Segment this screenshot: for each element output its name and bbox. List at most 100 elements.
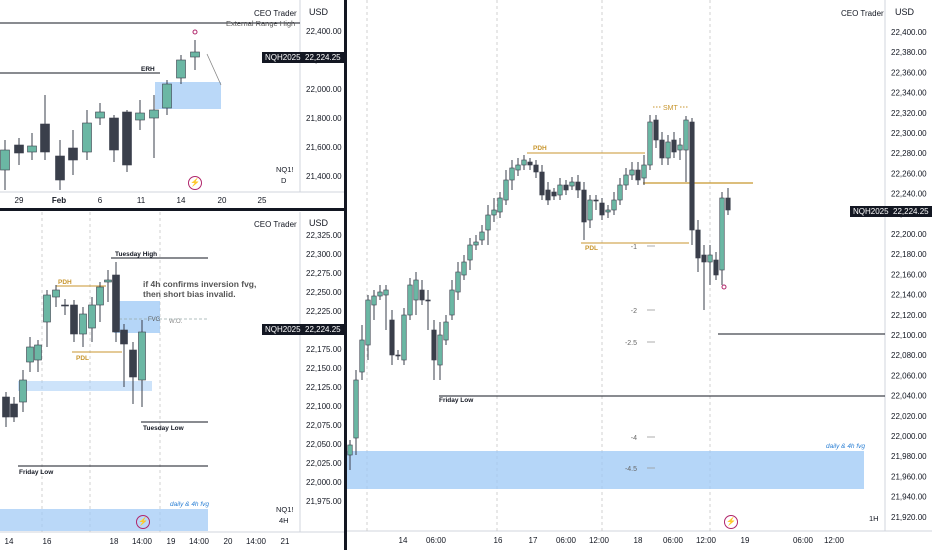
candle-body xyxy=(701,254,707,263)
y-tick-label: 22,040.00 xyxy=(891,392,927,401)
projection-line xyxy=(206,53,222,86)
candle-body xyxy=(653,119,659,141)
current-price-tag: 22,224.25 xyxy=(302,52,344,63)
daily-chart-panel[interactable]: 22,400.0022,200.0022,000.0021,800.0021,6… xyxy=(0,0,344,208)
wo-label: W.O. xyxy=(169,319,183,325)
candle-body xyxy=(497,197,503,213)
candle-body xyxy=(10,403,18,418)
y-tick-label: 22,320.00 xyxy=(891,109,927,118)
horizontal-divider[interactable] xyxy=(0,208,344,211)
candle-body xyxy=(695,229,701,259)
candle-body xyxy=(359,339,365,373)
current-price: 22,224.25 xyxy=(893,207,929,216)
candle-body xyxy=(43,294,51,323)
current-price: 22,224.25 xyxy=(305,325,341,334)
candle-body xyxy=(515,164,521,171)
y-tick-label: 22,140.00 xyxy=(891,291,927,300)
candle-body xyxy=(112,274,120,333)
y-tick-label: 22,340.00 xyxy=(891,89,927,98)
timeframe-label: D xyxy=(281,176,287,185)
candle-body xyxy=(593,199,599,202)
candle-body xyxy=(485,214,491,231)
bias-note: if 4h confirms inversion fvg, then short… xyxy=(143,279,257,299)
x-tick-label: 19 xyxy=(741,536,750,545)
fvg-zone xyxy=(114,301,160,333)
x-tick-label: 18 xyxy=(110,537,119,546)
candle-body xyxy=(611,199,617,211)
4h-chart-canvas[interactable]: 22,325.00 22,300.00 22,275.00 22,250.00 22,2… xyxy=(0,212,344,550)
y-tick-label: 22,125.00 xyxy=(306,383,342,392)
pdl-label: PDL xyxy=(76,355,89,362)
candle-body xyxy=(659,139,665,159)
brand-label: CEO Trader xyxy=(254,9,297,18)
candle-body xyxy=(425,299,431,302)
fvg-zone-low xyxy=(18,381,152,391)
daily-4h-fvg-label: daily & 4h fvg xyxy=(170,501,209,508)
candle-body xyxy=(27,145,37,153)
candle-body xyxy=(419,289,425,301)
candle-body xyxy=(19,379,27,403)
marker-icon xyxy=(721,284,727,290)
x-tick-label: 20 xyxy=(218,196,227,205)
y-tick-label: 22,050.00 xyxy=(306,440,342,449)
pdh-label: PDH xyxy=(533,145,547,152)
candle-body xyxy=(55,155,65,181)
candle-body xyxy=(509,167,515,181)
candle-body xyxy=(563,184,569,191)
candle-body xyxy=(635,169,641,181)
candle-body xyxy=(503,179,509,201)
candle-body xyxy=(623,174,629,186)
tuesday-high-label: Tuesday High xyxy=(115,251,157,258)
vertical-divider[interactable] xyxy=(344,0,347,550)
candle-body xyxy=(671,139,677,153)
candle-body xyxy=(713,259,719,276)
y-tick-label: 22,025.00 xyxy=(306,459,342,468)
std-level-label: -4 xyxy=(631,435,637,442)
lightning-logo-icon: ⚡ xyxy=(724,515,738,529)
candle-body xyxy=(52,289,60,298)
external-range-high-label: External Range High xyxy=(226,19,295,28)
1h-chart-canvas[interactable]: 22,400.00 22,380.00 22,360.00 22,340.00 22,3… xyxy=(347,0,932,550)
1h-chart-panel[interactable]: 22,400.00 22,380.00 22,360.00 22,340.00 22,3… xyxy=(347,0,932,550)
candle-body xyxy=(677,144,683,151)
y-tick-label: 21,975.00 xyxy=(306,497,342,506)
symbol-label: NQ1! xyxy=(276,165,294,174)
y-tick-label: 22,020.00 xyxy=(891,412,927,421)
candle-body xyxy=(437,334,443,366)
candle-body xyxy=(473,241,479,246)
symbol-tag: NQH2025 xyxy=(265,325,301,334)
daily-4h-fvg-label: daily & 4h fvg xyxy=(826,443,865,450)
y-tick-label: 21,400.00 xyxy=(306,172,342,181)
std-level-label: -2.5 xyxy=(625,340,637,347)
daily-4h-fvg-zone xyxy=(0,509,208,531)
y-tick-label: 22,400.00 xyxy=(306,27,342,36)
std-level-label: -2 xyxy=(631,308,637,315)
candle-body xyxy=(377,291,383,297)
y-tick-label: 22,280.00 xyxy=(891,149,927,158)
x-tick-label: 17 xyxy=(529,536,538,545)
x-tick-label: 20 xyxy=(224,537,233,546)
y-tick-label: 22,150.00 xyxy=(306,364,342,373)
y-tick-label: 21,920.00 xyxy=(891,513,927,522)
candle-body xyxy=(389,319,395,356)
y-tick-label: 22,180.00 xyxy=(891,250,927,259)
x-tick-label: 06:00 xyxy=(793,536,814,545)
y-tick-label: 21,600.00 xyxy=(306,143,342,152)
x-tick-label: 16 xyxy=(43,537,52,546)
x-tick-label: 12:00 xyxy=(824,536,845,545)
symbol-tag: NQH2025 xyxy=(853,207,889,216)
candle-body xyxy=(527,161,533,166)
candle-body xyxy=(617,184,623,201)
y-tick-label: 22,000.00 xyxy=(891,432,927,441)
4h-chart-panel[interactable]: 22,325.00 22,300.00 22,275.00 22,250.00 22,2… xyxy=(0,212,344,550)
lightning-logo-icon: ⚡ xyxy=(188,176,202,190)
symbol-label: NQ1! xyxy=(276,505,294,514)
candle-body xyxy=(120,329,128,345)
candle-body xyxy=(14,144,24,154)
daily-chart-canvas[interactable]: 22,400.0022,200.0022,000.0021,800.0021,6… xyxy=(0,0,344,208)
currency-label: USD xyxy=(309,7,329,17)
x-tick-label: 06:00 xyxy=(556,536,577,545)
y-tick-label: 22,060.00 xyxy=(891,371,927,380)
candle-body xyxy=(365,299,371,346)
candle-body xyxy=(557,184,563,196)
